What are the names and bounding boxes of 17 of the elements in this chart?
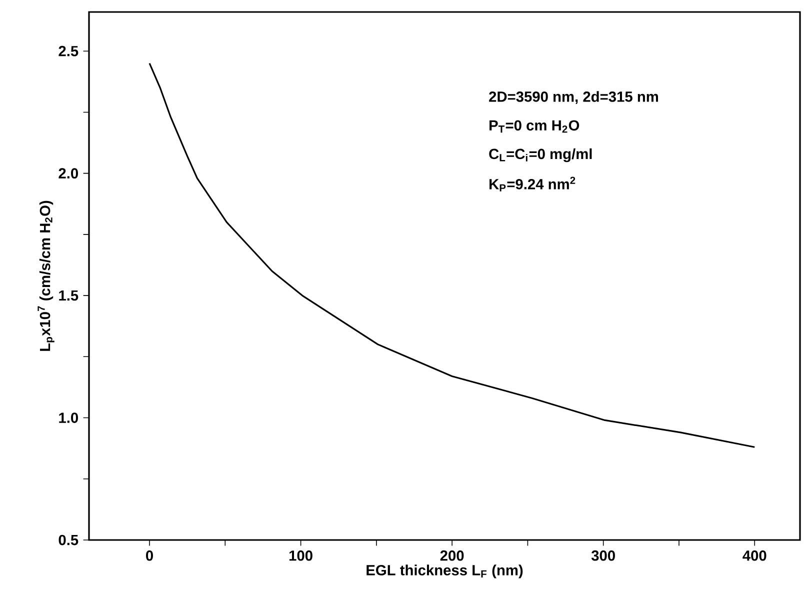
y-tick-label: 1.5	[59, 290, 78, 301]
annotation: 2D=3590 nm, 2d=315 nm	[489, 91, 658, 104]
y-tick-label: 2.0	[58, 168, 78, 179]
line-series	[148, 62, 756, 448]
x-tick-label: 0	[146, 550, 153, 561]
y-tick-label: 0.5	[58, 534, 78, 546]
x-tick-label: 400	[742, 550, 766, 561]
y-axis-title: L$_{p}$x10$^{7}$ (cm/s/cm H$_{2}$O)	[38, 200, 54, 351]
y-tick-label: 2.5	[58, 46, 78, 56]
x-tick-label: 300	[591, 550, 615, 561]
annotation: K$_{P}$=9.24 nm$^{2}$	[490, 176, 576, 192]
annotation: P$_{T}$=0 cm H$_{2}$O	[490, 120, 580, 133]
y-tick-label: 1.0	[59, 412, 78, 423]
x-axis-title: EGL thickness L$_{F}$ (nm)	[366, 564, 523, 578]
annotation: C$_{L}$=C$_{i}$=0 mg/ml	[489, 148, 592, 162]
x-tick-label: 100	[289, 550, 312, 561]
x-tick-label: 200	[440, 550, 464, 561]
